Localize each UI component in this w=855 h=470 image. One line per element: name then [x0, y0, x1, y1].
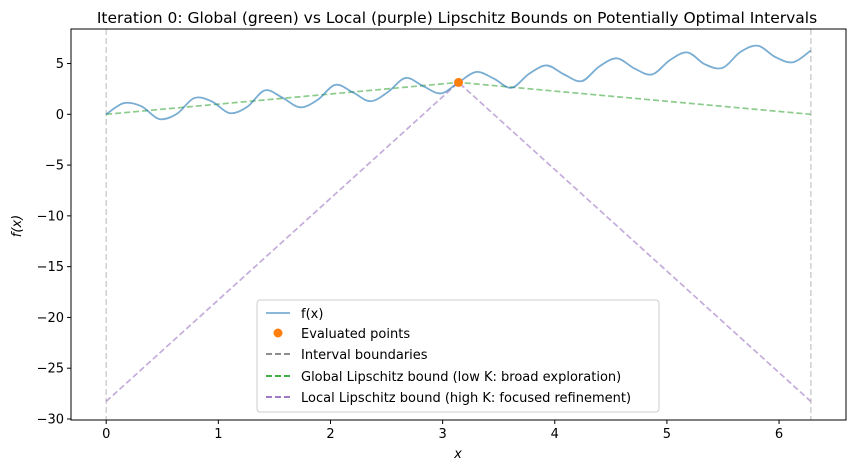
legend-swatch-points — [273, 328, 283, 338]
y-tick-label: −25 — [37, 362, 64, 377]
y-tick-label: −20 — [37, 311, 64, 326]
axes-frame — [70, 28, 847, 421]
x-tick-label: 3 — [438, 427, 446, 442]
legend-label-local: Local Lipschitz bound (high K: focused r… — [301, 391, 631, 406]
legend: f(x) Evaluated points Interval boundarie… — [256, 299, 660, 413]
y-tick-label: −10 — [37, 209, 64, 224]
x-tick-label: 1 — [214, 427, 222, 442]
local-bound-line — [105, 81, 812, 403]
x-axis-label: x — [453, 447, 462, 462]
y-tick-label: −5 — [45, 159, 64, 174]
legend-label-function: f(x) — [301, 307, 323, 322]
y-tick-label: 5 — [56, 57, 64, 72]
evaluated-point — [454, 77, 464, 87]
x-tick-label: 2 — [326, 427, 334, 442]
legend-label-boundaries: Interval boundaries — [301, 348, 428, 363]
chart-title: Iteration 0: Global (green) vs Local (pu… — [97, 9, 817, 27]
x-tick-label: 0 — [102, 427, 110, 442]
y-axis-label: f(x) — [10, 215, 25, 237]
y-tick-label: 0 — [56, 108, 64, 123]
x-tick-label: 5 — [663, 427, 671, 442]
legend-label-points: Evaluated points — [301, 327, 410, 342]
x-axis: 0 1 2 3 4 5 6 — [102, 420, 783, 442]
y-tick-label: −30 — [37, 412, 64, 427]
legend-box — [256, 299, 660, 413]
y-tick-label: −15 — [37, 260, 64, 275]
legend-label-global: Global Lipschitz bound (low K: broad exp… — [301, 370, 621, 385]
x-tick-label: 6 — [775, 427, 783, 442]
plot-area — [105, 29, 812, 420]
global-bound-line — [106, 81, 811, 116]
x-tick-label: 4 — [551, 427, 559, 442]
y-axis: 5 0 −5 −10 −15 −20 −25 −30 — [37, 57, 71, 427]
